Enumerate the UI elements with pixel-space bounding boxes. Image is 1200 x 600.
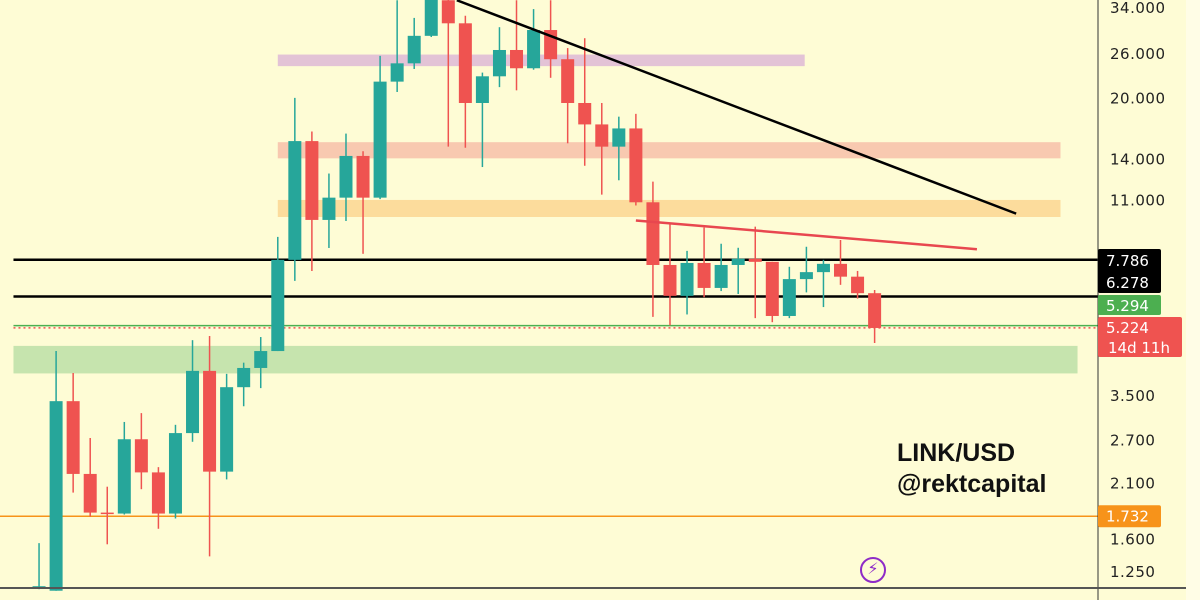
price-tick-label: 26.000	[1110, 45, 1166, 63]
candle-body-up	[288, 141, 302, 260]
zone-rect	[277, 199, 1061, 217]
candle-body-down	[305, 141, 319, 220]
trendline	[456, 0, 1017, 215]
candle-body-up	[373, 81, 387, 198]
candle-body-up	[339, 155, 353, 198]
candle-body-up	[237, 367, 251, 388]
price-badge-label: 5.294	[1106, 297, 1149, 315]
candle-countdown-label: 14d 11h	[1108, 339, 1170, 357]
price-badge-orange	[1098, 505, 1161, 528]
candle-body-up	[254, 351, 268, 368]
candle-body-up	[49, 401, 63, 591]
candle-body-up	[492, 49, 506, 77]
candle-body-up	[407, 35, 421, 64]
candle-body-up	[782, 279, 796, 316]
candle-body-up	[186, 370, 200, 434]
price-badge-green	[1098, 295, 1161, 315]
candle-body-up	[117, 439, 131, 514]
last-price-label: 5.224	[1106, 319, 1149, 337]
candle-body-up	[168, 433, 182, 514]
candle-body-down	[83, 473, 97, 513]
candle-body-down	[868, 293, 882, 328]
watermark: LINK/USD @rektcapital	[897, 438, 1046, 500]
candle-body-up	[424, 0, 438, 36]
price-tick-label: 1.250	[1110, 563, 1155, 581]
candle-body-down	[203, 370, 217, 472]
candle-body-down	[510, 49, 524, 69]
price-tick-label: 2.100	[1110, 474, 1155, 492]
price-tick-label: 3.500	[1110, 387, 1155, 405]
candle-body-down	[595, 124, 609, 147]
candle-body-up	[527, 30, 541, 69]
price-badge-label: 6.278	[1106, 274, 1149, 292]
zone-rect	[13, 345, 1078, 374]
axis-margin	[1186, 0, 1200, 600]
candle-body-down	[134, 439, 148, 473]
price-tick-label: 34.000	[1110, 0, 1166, 17]
candle-body-down	[748, 258, 762, 262]
price-tick-label: 14.000	[1110, 151, 1166, 169]
pair-label: LINK/USD	[897, 439, 1016, 467]
candle-body-down	[441, 0, 455, 24]
price-tick-label: 20.000	[1110, 90, 1166, 108]
candle-body-up	[816, 263, 830, 273]
zone-rect	[277, 54, 805, 67]
price-tick-label: 2.700	[1110, 432, 1155, 450]
candle-body-down	[646, 202, 660, 265]
lightning-bolt-icon: ⚡︎	[860, 557, 886, 583]
candle-body-up	[322, 197, 336, 220]
candle-body-up	[731, 258, 745, 265]
trendline	[635, 219, 978, 251]
candle-body-down	[834, 263, 848, 277]
candle-body-down	[151, 472, 165, 514]
price-tick-label: 1.600	[1110, 530, 1155, 548]
candle-body-down	[561, 59, 575, 103]
candle-body-down	[66, 401, 80, 474]
candle-body-down	[663, 264, 677, 296]
candle-body-down	[356, 155, 370, 198]
candle-body-down	[100, 512, 114, 515]
price-badge-label: 1.732	[1106, 507, 1149, 525]
candle-body-up	[32, 586, 46, 588]
price-badge-label: 7.786	[1106, 252, 1149, 270]
candle-body-down	[578, 102, 592, 125]
candle-body-up	[390, 63, 404, 82]
candle-body-up	[680, 262, 694, 296]
candle-body-down	[851, 276, 865, 294]
price-badge-black	[1098, 249, 1161, 293]
candle-body-up	[799, 272, 813, 280]
candle-body-up	[714, 264, 728, 288]
price-tick-label: 11.000	[1110, 192, 1166, 210]
last-price-badge	[1098, 317, 1182, 357]
author-label: @rektcapital	[897, 470, 1047, 498]
candle-body-up	[475, 76, 489, 103]
zone-rect	[277, 142, 1061, 159]
candle-body-down	[697, 262, 711, 288]
candle-body-down	[765, 261, 779, 316]
candle-body-down	[629, 128, 643, 203]
candle-body-up	[612, 128, 626, 147]
candle-body-up	[271, 259, 285, 352]
candle-body-down	[458, 23, 472, 103]
candle-body-up	[220, 387, 234, 472]
